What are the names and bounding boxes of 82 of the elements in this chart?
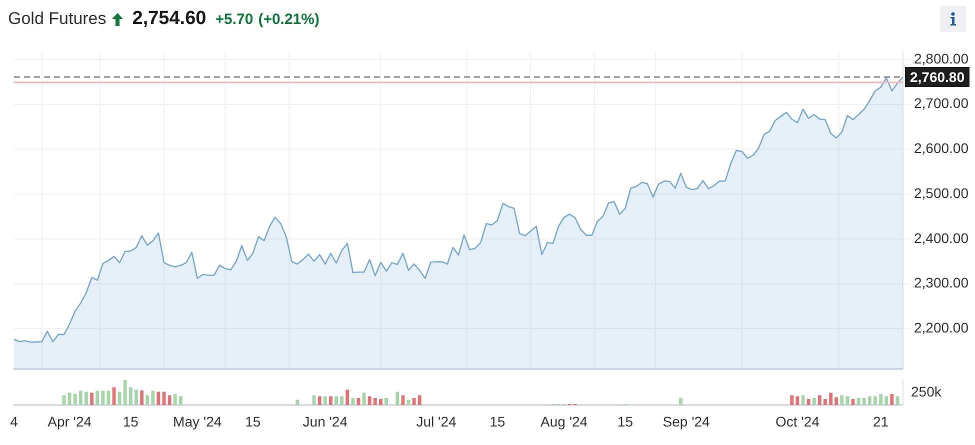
y-tick-label: 2,300.00 bbox=[914, 274, 969, 291]
bar bbox=[362, 392, 366, 405]
x-tick-label: Apr '24 bbox=[48, 413, 92, 430]
bar bbox=[896, 396, 900, 405]
x-tick-label: Oct '24 bbox=[775, 413, 820, 430]
bar bbox=[312, 395, 316, 405]
bar bbox=[840, 395, 844, 405]
bar bbox=[151, 390, 155, 405]
bar bbox=[879, 394, 882, 405]
bar bbox=[790, 395, 794, 405]
y-tick-label: 2,800.00 bbox=[914, 50, 969, 66]
x-tick-label: Jun '24 bbox=[302, 413, 348, 430]
bar bbox=[96, 390, 100, 405]
bar bbox=[868, 396, 872, 405]
bar bbox=[334, 396, 338, 405]
bar bbox=[140, 390, 144, 405]
x-tick-label: May '24 bbox=[173, 413, 222, 430]
chart-title: Gold Futures bbox=[8, 9, 106, 29]
y-tick-label: 2,700.00 bbox=[914, 95, 969, 112]
bar bbox=[384, 398, 388, 405]
bar bbox=[351, 398, 355, 405]
bar bbox=[73, 394, 77, 405]
text: 2,754.60 bbox=[132, 8, 206, 30]
bar bbox=[78, 390, 82, 405]
bar bbox=[812, 398, 816, 405]
x-tick-label: 21 bbox=[872, 413, 889, 430]
x-tick-label: 4 bbox=[10, 413, 18, 430]
x-tick-label: Sep '24 bbox=[662, 413, 710, 430]
bar bbox=[173, 394, 177, 405]
x-tick-label: 15 bbox=[122, 413, 139, 430]
bar bbox=[106, 390, 110, 405]
text: +5.70 bbox=[215, 10, 254, 28]
bar bbox=[823, 399, 827, 405]
bar bbox=[68, 392, 72, 405]
bar bbox=[679, 398, 682, 405]
x-tick-label: Jul '24 bbox=[416, 413, 457, 430]
bar bbox=[873, 396, 877, 405]
y-tick-label: 2,400.00 bbox=[914, 230, 969, 246]
x-tick-label: 15 bbox=[245, 413, 261, 430]
bar bbox=[846, 396, 850, 405]
bar bbox=[412, 398, 416, 405]
bar bbox=[378, 399, 382, 405]
bar bbox=[373, 398, 377, 405]
bar bbox=[178, 396, 182, 405]
bar bbox=[168, 395, 172, 405]
bar bbox=[323, 396, 327, 405]
bar bbox=[123, 380, 127, 405]
bar bbox=[146, 395, 150, 405]
bar bbox=[834, 397, 838, 405]
bar bbox=[401, 395, 405, 405]
bar bbox=[890, 394, 894, 405]
bar bbox=[856, 398, 860, 405]
bar bbox=[418, 395, 422, 405]
bar bbox=[806, 399, 810, 405]
bar bbox=[90, 392, 94, 405]
x-tick-label: Aug '24 bbox=[540, 413, 588, 430]
bar bbox=[328, 396, 332, 405]
x-tick-label: 15 bbox=[617, 413, 634, 430]
bar bbox=[368, 396, 372, 405]
bar bbox=[156, 392, 160, 405]
text: (+0.21%) bbox=[258, 10, 320, 28]
bar bbox=[884, 396, 888, 405]
y-tick-label: 2,500.00 bbox=[914, 184, 969, 201]
y-tick-label: 2,600.00 bbox=[914, 140, 969, 156]
bar bbox=[346, 390, 350, 405]
bar bbox=[796, 396, 800, 405]
bar bbox=[340, 396, 344, 405]
text: 250k bbox=[911, 383, 942, 400]
bar bbox=[101, 390, 105, 405]
ref-line-label: 2,760.80 bbox=[910, 68, 965, 85]
bar bbox=[134, 390, 138, 405]
bar bbox=[818, 395, 822, 405]
bar bbox=[296, 400, 300, 405]
bar bbox=[829, 392, 832, 405]
bar bbox=[318, 396, 322, 405]
bar bbox=[128, 387, 132, 405]
bar bbox=[396, 392, 400, 405]
bar bbox=[118, 392, 122, 405]
x-tick-label: 15 bbox=[490, 413, 506, 430]
bar bbox=[84, 392, 88, 405]
bar bbox=[862, 398, 866, 405]
y-tick-label: 2,200.00 bbox=[914, 319, 969, 336]
